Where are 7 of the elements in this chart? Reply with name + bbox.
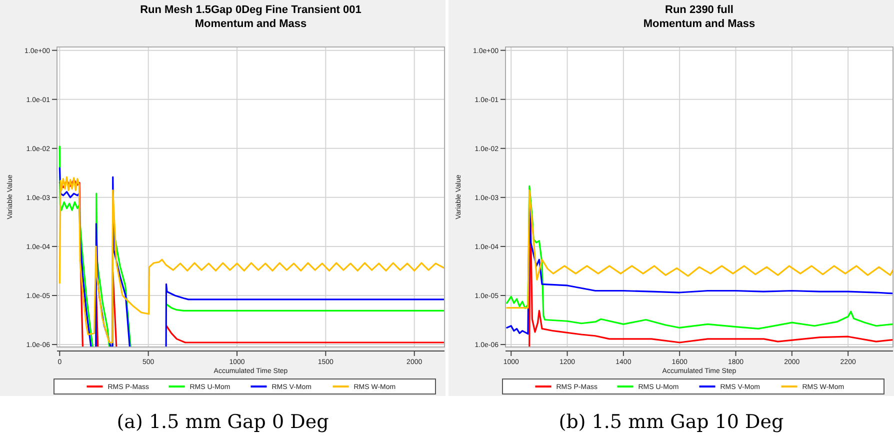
- line-series: [506, 189, 893, 309]
- chart-subtitle: Momentum and Mass: [194, 18, 307, 30]
- text: (b) 1.5 mm Gap 10 Deg: [558, 411, 784, 433]
- text: (a) 1.5 mm Gap 0 Deg: [116, 411, 329, 433]
- chart-title: Run 2390 full: [665, 4, 734, 16]
- chart-subtitle: Momentum and Mass: [643, 18, 756, 30]
- chart-title: Run Mesh 1.5Gap 0Deg Fine Transient 001: [140, 4, 362, 16]
